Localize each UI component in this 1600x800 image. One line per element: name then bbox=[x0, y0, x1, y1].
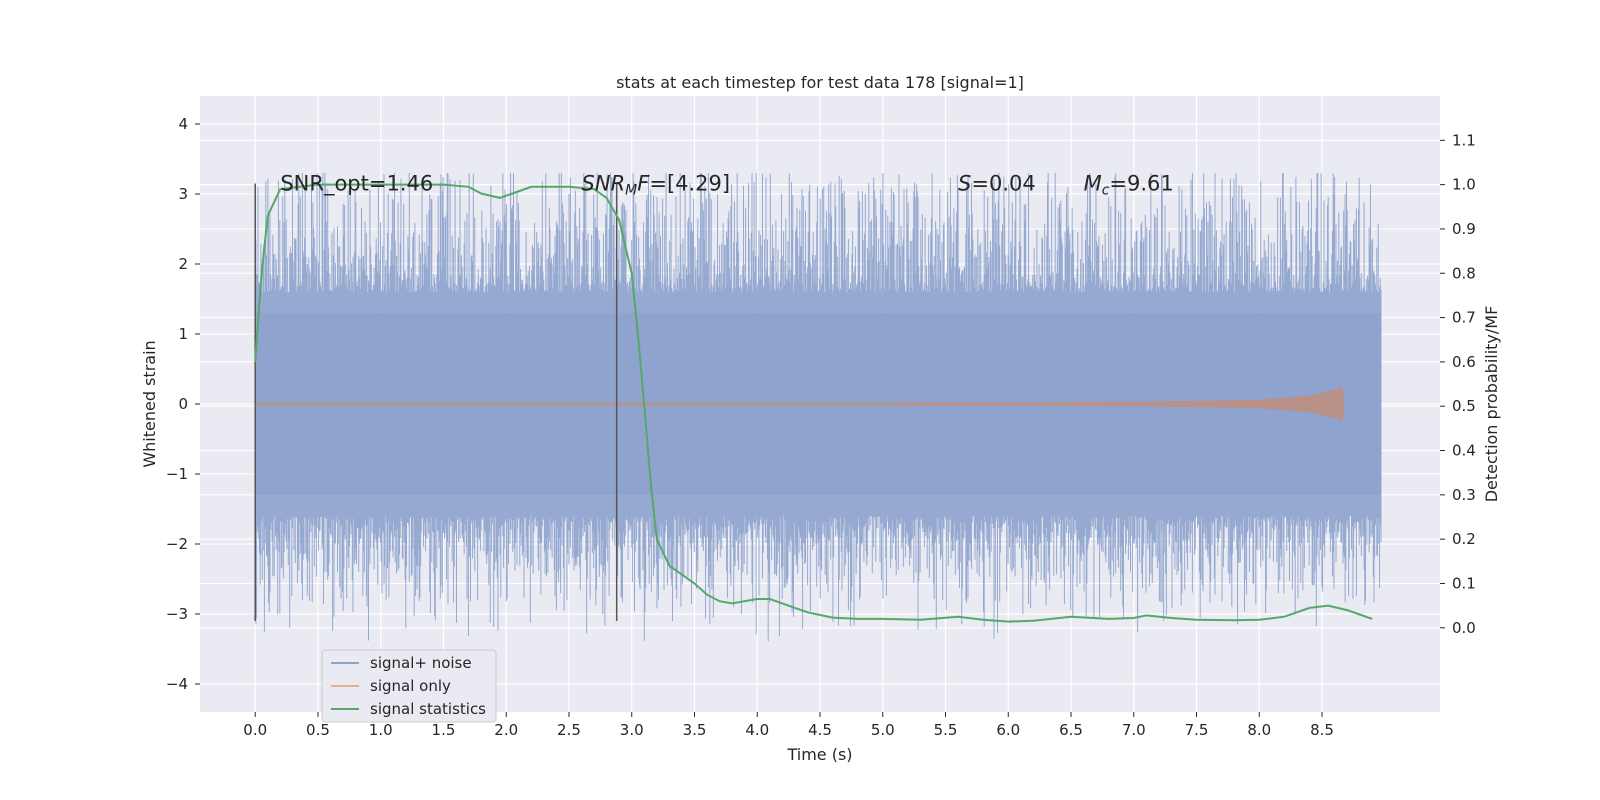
y-tick-label-7: 3 bbox=[178, 185, 188, 203]
annotation-0: SNR_opt=1.46 bbox=[280, 172, 433, 197]
x-tick-label-1: 0.5 bbox=[306, 721, 330, 739]
x-tick-label-6: 3.0 bbox=[620, 721, 644, 739]
annotation-2-part-1: =0.04 bbox=[971, 172, 1035, 196]
signal-only-series bbox=[255, 386, 1345, 422]
y2-tick-label-5: 0.5 bbox=[1452, 397, 1476, 415]
y-tick-label-6: 2 bbox=[178, 255, 188, 273]
annotation-1: SNRMF=[4.29] bbox=[582, 172, 731, 199]
x-tick-label-0: 0.0 bbox=[243, 721, 267, 739]
annotation-1-part-1: M bbox=[625, 183, 637, 199]
legend-label-signal-noise: signal+ noise bbox=[370, 654, 472, 672]
x-axis-label: Time (s) bbox=[786, 745, 852, 764]
y2-tick-label-9: 0.9 bbox=[1452, 220, 1476, 238]
legend-box bbox=[321, 649, 497, 723]
y-tick-label-3: −1 bbox=[166, 465, 188, 483]
annotation-3-part-0: M bbox=[1084, 172, 1102, 196]
y-tick-label-4: 0 bbox=[178, 395, 188, 413]
y2-tick-label-7: 0.7 bbox=[1452, 309, 1476, 327]
y2-tick-label-4: 0.4 bbox=[1452, 442, 1476, 460]
y-tick-label-8: 4 bbox=[178, 115, 188, 133]
y2-tick-label-11: 1.1 bbox=[1452, 131, 1476, 149]
x-tick-label-16: 8.0 bbox=[1247, 721, 1271, 739]
x-tick-label-11: 5.5 bbox=[934, 721, 958, 739]
x-tick-label-9: 4.5 bbox=[808, 721, 832, 739]
annotation-1-part-0: SNR bbox=[582, 172, 626, 196]
x-tick-label-13: 6.5 bbox=[1059, 721, 1083, 739]
x-tick-label-7: 3.5 bbox=[683, 721, 707, 739]
y2-tick-label-8: 0.8 bbox=[1452, 264, 1476, 282]
legend: signal+ noise signal only signal statist… bbox=[321, 649, 497, 723]
x-tick-label-4: 2.0 bbox=[494, 721, 518, 739]
x-tick-label-15: 7.5 bbox=[1185, 721, 1209, 739]
x-tick-label-12: 6.0 bbox=[996, 721, 1020, 739]
annotation-0-part-0: SNR_opt=1.46 bbox=[280, 172, 433, 197]
y-tick-label-2: −2 bbox=[166, 535, 188, 553]
annotation-2: S=0.04 bbox=[958, 172, 1036, 196]
y-tick-label-0: −4 bbox=[166, 675, 188, 693]
y2-axis-label: Detection probability/MF bbox=[1482, 306, 1501, 503]
annotation-1-part-3: =[4.29] bbox=[649, 172, 730, 196]
signal-statistics-series bbox=[254, 183, 1373, 623]
x-tick-label-14: 7.0 bbox=[1122, 721, 1146, 739]
x-tick-label-5: 2.5 bbox=[557, 721, 581, 739]
legend-label-signal-statistics: signal statistics bbox=[370, 700, 486, 718]
annotation-3-part-1: c bbox=[1102, 183, 1110, 199]
x-tick-label-17: 8.5 bbox=[1310, 721, 1334, 739]
y2-tick-label-0: 0.0 bbox=[1452, 619, 1476, 637]
annotation-3-part-2: =9.61 bbox=[1109, 172, 1173, 196]
y2-tick-label-1: 0.1 bbox=[1452, 574, 1476, 592]
annotation-3: Mc=9.61 bbox=[1084, 172, 1174, 199]
y2-tick-label-2: 0.2 bbox=[1452, 530, 1476, 548]
y2-tick-label-6: 0.6 bbox=[1452, 353, 1476, 371]
chart-title: stats at each timestep for test data 178… bbox=[616, 73, 1024, 92]
x-tick-label-2: 1.0 bbox=[369, 721, 393, 739]
x-tick-label-10: 5.0 bbox=[871, 721, 895, 739]
x-tick-label-8: 4.0 bbox=[745, 721, 769, 739]
legend-label-signal-only: signal only bbox=[370, 677, 451, 695]
annotation-2-part-0: S bbox=[958, 172, 971, 196]
y-tick-label-1: −3 bbox=[166, 605, 188, 623]
y2-tick-label-10: 1.0 bbox=[1452, 176, 1476, 194]
y2-tick-label-3: 0.3 bbox=[1452, 486, 1476, 504]
annotation-1-part-2: F bbox=[637, 172, 650, 196]
x-tick-label-3: 1.5 bbox=[432, 721, 456, 739]
y-tick-label-5: 1 bbox=[178, 325, 188, 343]
y-axis-label: Whitened strain bbox=[140, 340, 159, 467]
